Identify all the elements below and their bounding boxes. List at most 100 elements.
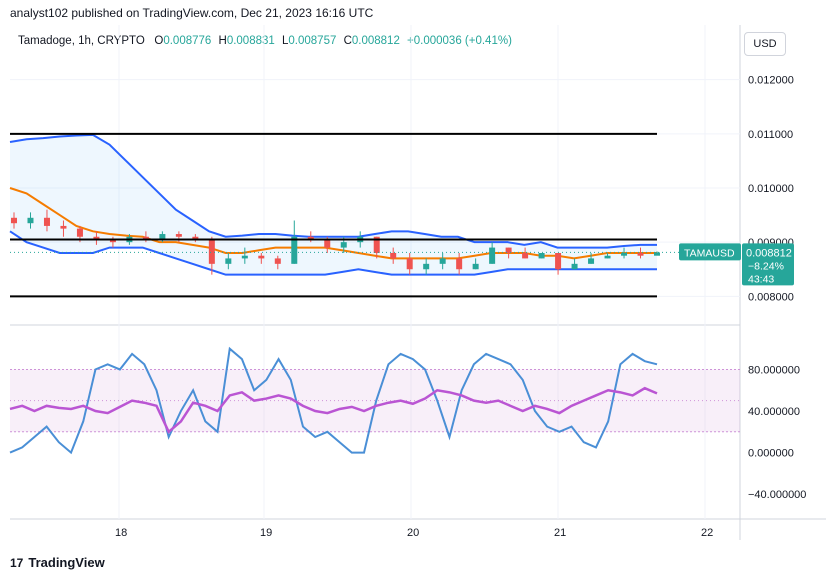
stoch-tick-label: 80.000000	[748, 364, 800, 376]
moving-average-line	[9, 187, 657, 260]
stoch-k-line	[9, 346, 658, 455]
candle	[258, 253, 265, 264]
candle-body	[571, 263, 578, 270]
upper-band-line	[9, 133, 657, 249]
candle-body	[604, 255, 611, 259]
price-axis: 0.012000 0.011000 0.010000 0.009000 0.008000	[748, 75, 794, 304]
candle-body	[472, 263, 479, 270]
candle-body	[307, 236, 314, 240]
publisher-line: analyst102 published on TradingView.com,…	[10, 6, 374, 20]
price-grid	[10, 25, 826, 540]
candle	[27, 212, 34, 229]
time-tick-label: 21	[554, 527, 566, 539]
candle-body	[208, 239, 215, 264]
ticker-label: TAMAUSD	[684, 247, 735, 259]
candle-body	[373, 236, 380, 253]
candle-body	[142, 236, 149, 240]
candle-body	[555, 253, 562, 270]
candle-body	[324, 239, 331, 248]
candle-body	[109, 239, 116, 243]
stoch-d-line	[9, 386, 658, 434]
price-tag-change: −8.24%	[748, 260, 784, 272]
price-badge	[742, 243, 794, 286]
candle	[192, 234, 199, 243]
candle-body	[538, 253, 545, 259]
currency-button[interactable]: USD	[744, 32, 786, 56]
stoch-tick-label: −40.000000	[748, 489, 806, 501]
price-tick-label: 0.009000	[748, 237, 794, 249]
candle	[373, 236, 380, 259]
candle-body	[489, 247, 496, 264]
candle	[159, 231, 166, 243]
bollinger-bands	[9, 133, 657, 276]
tradingview-brand: TradingView	[28, 555, 105, 570]
price-tick-label: 0.012000	[748, 75, 794, 87]
time-tick-label: 22	[701, 527, 713, 539]
price-tag-countdown: 43:43	[748, 273, 774, 285]
candle	[175, 231, 182, 243]
open-value: 0.008776	[163, 35, 212, 47]
candle	[357, 231, 364, 248]
candle-body	[27, 217, 34, 224]
high-label: H	[218, 35, 227, 47]
candle-body	[76, 228, 83, 237]
candle-body	[637, 253, 644, 256]
candle	[109, 236, 116, 248]
candle-body	[93, 236, 100, 240]
candle	[291, 220, 298, 264]
candle	[571, 258, 578, 270]
candle	[93, 231, 100, 245]
stochastic-panel: 80.000000 40.000000 0.000000 −40.000000	[9, 346, 806, 501]
candle	[142, 231, 149, 243]
candle	[324, 236, 331, 253]
candle-body	[274, 258, 281, 264]
low-value: 0.008757	[288, 35, 337, 47]
close-value: 0.008812	[351, 35, 400, 47]
candle	[472, 258, 479, 270]
candle-body	[258, 255, 265, 259]
bollinger-fill	[10, 134, 657, 275]
candle-body	[291, 236, 298, 264]
candle	[11, 212, 17, 229]
candle-body	[357, 236, 364, 243]
candle	[538, 253, 545, 259]
price-tick-label: 0.010000	[748, 183, 794, 195]
candle-body	[423, 263, 430, 270]
candle	[406, 253, 413, 275]
horizontal-levels	[10, 132, 740, 298]
candle	[126, 234, 133, 245]
candle-body	[241, 255, 248, 259]
time-axis: 18 19 20 21 22	[115, 527, 713, 539]
ticker-badge	[679, 243, 741, 261]
candle	[274, 255, 281, 270]
candle-body	[505, 247, 512, 253]
candle	[456, 253, 463, 275]
candle	[505, 247, 512, 259]
tradingview-logo-icon: 17	[10, 555, 24, 570]
low-label: L	[281, 35, 289, 47]
candle-body	[11, 217, 17, 224]
candle	[225, 253, 232, 270]
symbol-name: Tamadoge, 1h, CRYPTO	[18, 35, 145, 47]
price-tick-label: 0.011000	[748, 129, 793, 141]
candle	[76, 225, 83, 243]
candle	[555, 253, 562, 275]
candle-body	[126, 236, 133, 243]
candle-body	[225, 258, 232, 264]
candle	[390, 247, 397, 264]
price-tick-label: 0.008000	[748, 291, 794, 303]
candle	[208, 236, 215, 275]
open-label: O	[154, 35, 164, 47]
candle	[307, 231, 314, 243]
time-tick-label: 20	[407, 527, 419, 539]
candle-body	[192, 236, 199, 240]
candle-body	[60, 225, 67, 229]
candle-body	[654, 252, 660, 256]
candle	[637, 247, 644, 259]
candle-body	[439, 258, 446, 264]
candle	[43, 209, 50, 232]
candle-body	[621, 253, 628, 256]
tradingview-logo[interactable]: 17 TradingView	[10, 555, 105, 570]
candle-body	[159, 234, 166, 240]
